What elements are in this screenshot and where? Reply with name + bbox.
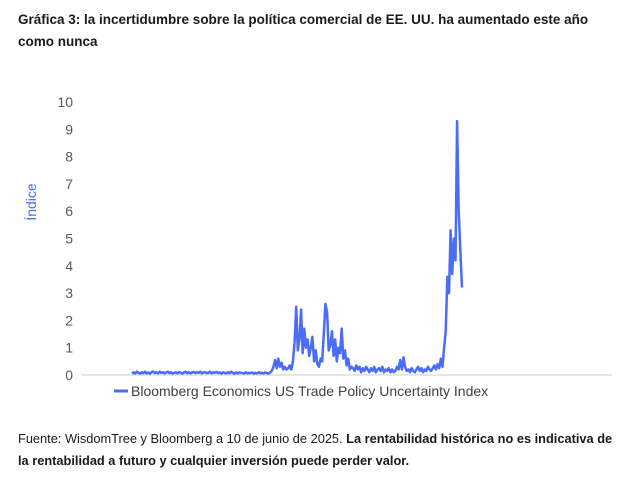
footer-disclaimer: La rentabilidad histórica no es indicati…: [18, 431, 613, 468]
legend-label: Bloomberg Economics US Trade Policy Unce…: [131, 383, 488, 399]
y-axis-ticks: 0 1 2 3 4 5 6 7 8 9 10: [57, 94, 73, 383]
y-tick-label: 9: [65, 121, 73, 137]
y-tick-label: 2: [65, 312, 73, 328]
chart-title: Gráfica 3: la incertidumbre sobre la pol…: [18, 12, 589, 49]
footer-source: Fuente: WisdomTree y Bloomberg a 10 de j…: [18, 431, 343, 446]
y-tick-label: 8: [65, 149, 73, 165]
y-tick-label: 6: [65, 203, 73, 219]
y-tick-label: 0: [65, 367, 73, 383]
series-group: [131, 119, 464, 375]
y-axis-title: Índice: [23, 183, 39, 221]
y-tick-label: 5: [65, 231, 73, 247]
y-tick-label: 3: [65, 285, 73, 301]
y-tick-label: 7: [65, 176, 73, 192]
footer-note: Fuente: WisdomTree y Bloomberg a 10 de j…: [18, 428, 624, 472]
y-axis-label: Índice: [23, 183, 39, 221]
y-tick-label: 1: [65, 340, 73, 356]
legend: Bloomberg Economics US Trade Policy Unce…: [114, 383, 488, 399]
series-line: [131, 119, 464, 375]
y-tick-label: 4: [65, 258, 73, 274]
y-tick-label: 10: [57, 94, 73, 110]
